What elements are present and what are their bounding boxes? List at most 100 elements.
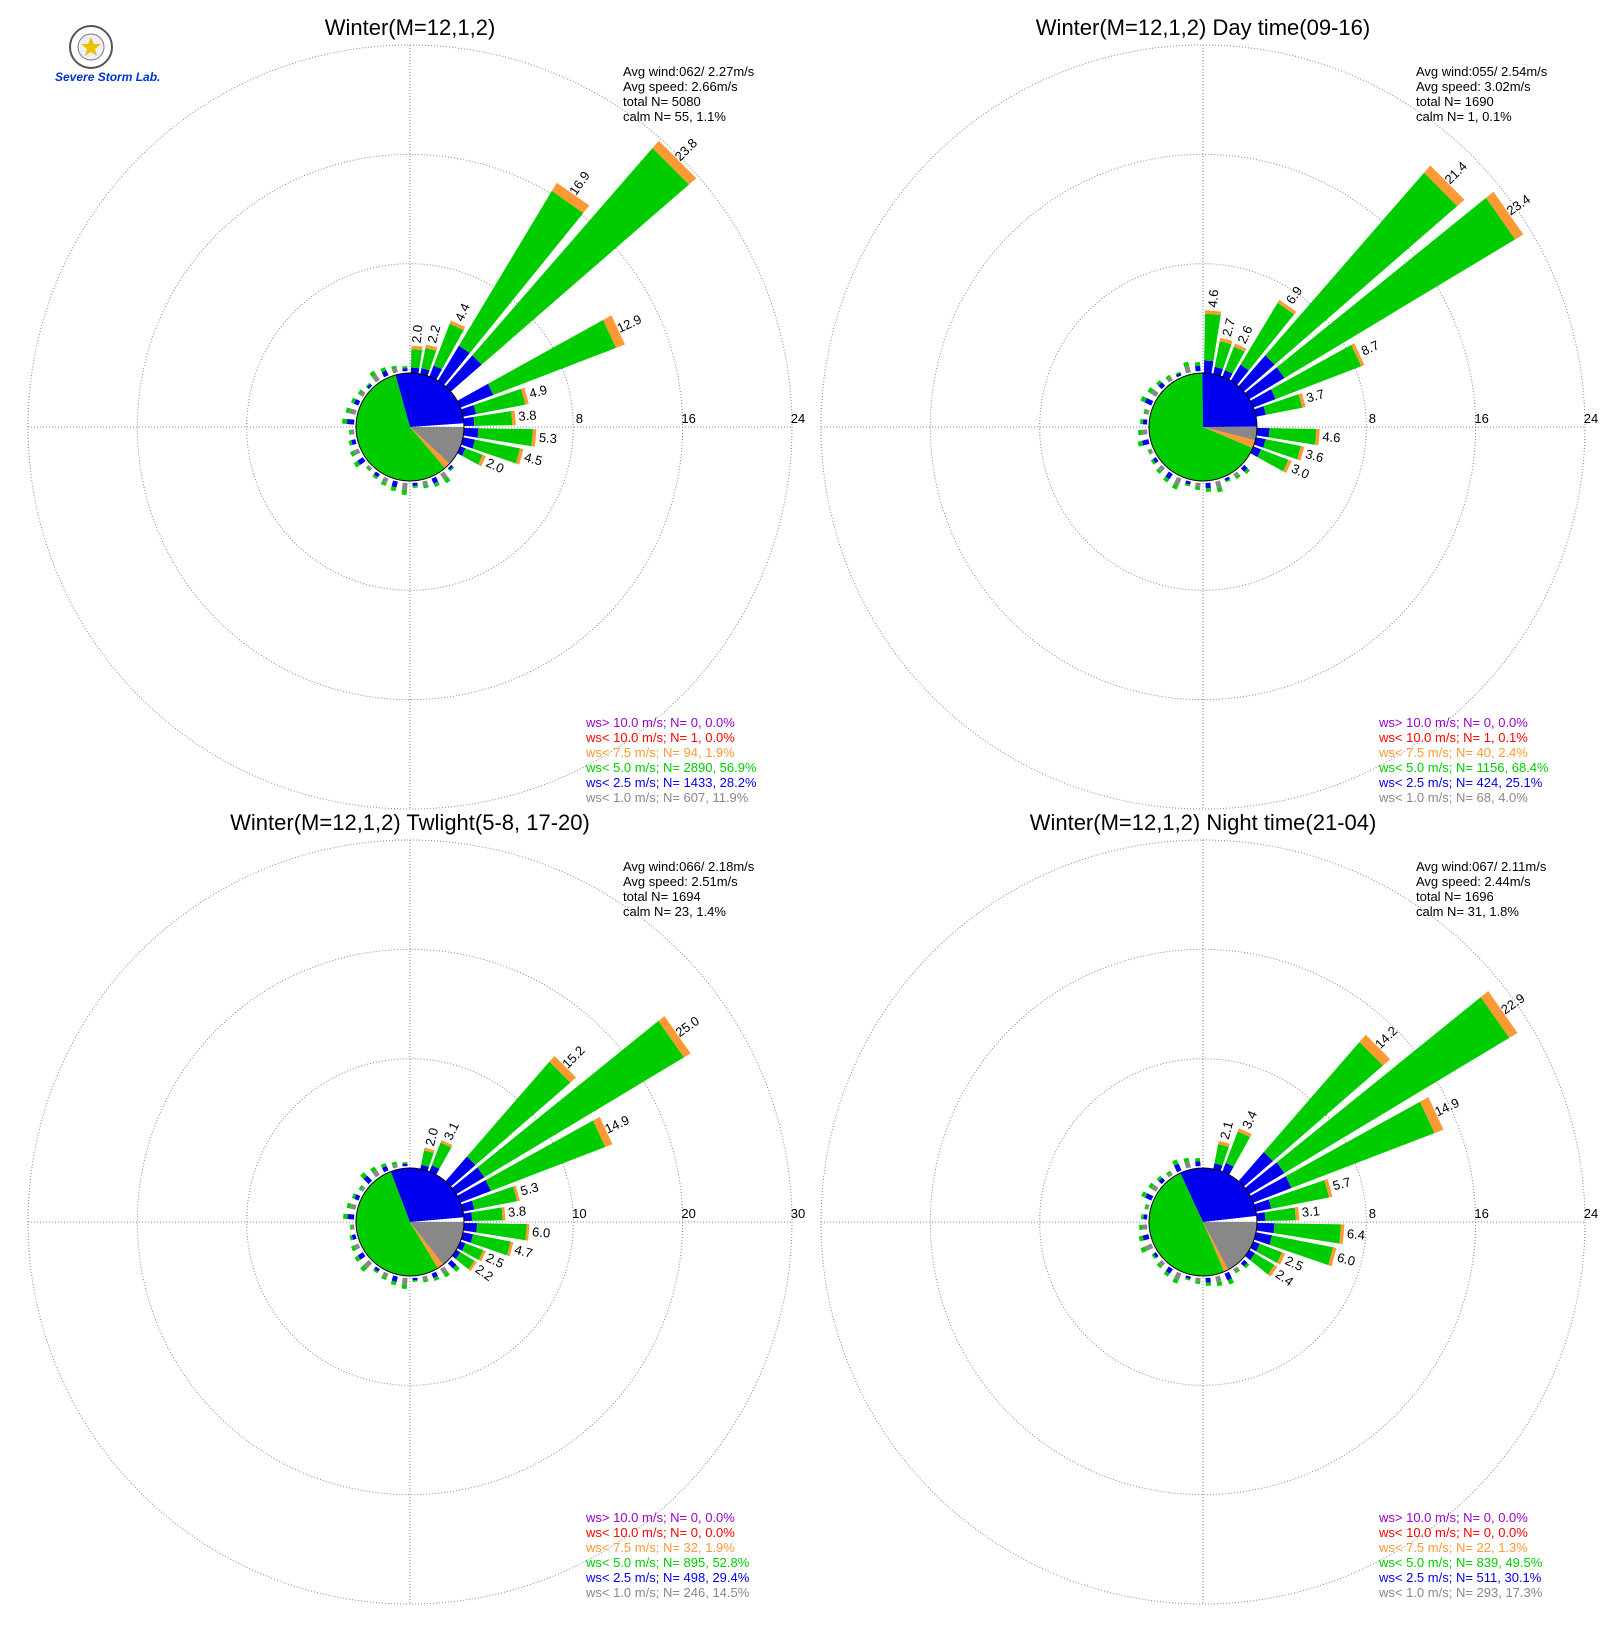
minor-sector-bar [1216,486,1223,493]
sector-bar [421,1150,434,1167]
ring-label: 24 [791,411,805,426]
sector-bar [463,1222,478,1233]
sector-bar [451,1167,485,1195]
sector-bar [1237,1128,1252,1138]
sector-bar [549,1055,577,1083]
minor-sector-bar [1158,382,1166,390]
minor-sector-bar [1148,1182,1155,1189]
sector-label: 5.7 [1331,1174,1352,1193]
minor-sector-bar [1138,1235,1144,1242]
sector-bar [1254,437,1266,448]
minor-sector-bar [1185,1275,1191,1280]
minor-sector-bar [423,484,429,489]
minor-sector-bar [402,482,408,491]
pie-slice [395,373,464,427]
stat-line: calm N= 55, 1.1% [623,109,726,124]
sector-bar [1256,1243,1283,1264]
minor-sector-bar [1156,1262,1163,1269]
sector-bar [445,355,482,392]
sector-label: 4.5 [523,449,544,468]
sector-bar [1250,1253,1275,1275]
legend-entry: ws> 10.0 m/s; N= 0, 0.0% [1378,715,1528,730]
sector-bar [1224,346,1245,374]
legend-entry: ws< 1.0 m/s; N= 293, 17.3% [1378,1585,1543,1600]
ring-label: 16 [1474,1206,1488,1221]
sector-bar [472,147,690,365]
pie-slice [1203,427,1257,441]
sector-bar [507,1241,514,1257]
minor-sector-bar [350,450,356,457]
minor-sector-bar [1171,483,1179,490]
minor-sector-bar [1147,387,1154,394]
pie-slice [1203,427,1256,449]
pie-slice [1203,1222,1229,1272]
minor-sector-bar [1227,1278,1235,1285]
minor-sector-bar [353,448,361,456]
windrose-panel-2: Winter(M=12,1,2) Day time(09-16) 8 16 24 4.6… [820,15,1598,810]
sector-bar [1233,343,1247,352]
pie-slice [410,427,450,469]
minor-sector-bar [1163,1270,1170,1277]
minor-sector-bar [381,1275,387,1281]
minor-sector-bar [391,1275,398,1282]
minor-sector-bar [360,1264,368,1272]
sector-bar [410,367,420,374]
sector-bar [658,1016,691,1058]
minor-sector-bar [1234,1268,1241,1274]
sector-bar [1256,427,1270,438]
sector-bar [1214,341,1232,369]
minor-sector-bar [365,466,371,472]
sector-label: 3.7 [1305,386,1326,405]
minor-sector-bar [353,1243,361,1250]
minor-sector-bar [431,476,439,484]
sector-bar [463,1212,473,1222]
sector-bar [466,1061,571,1166]
minor-sector-bar [1141,1191,1148,1198]
sector-bar [461,405,477,417]
sector-bar [1222,1162,1234,1175]
minor-sector-bar [346,1202,352,1209]
sector-label: 3.4 [1239,1108,1260,1131]
sector-bar [1218,1140,1230,1148]
sector-label: 2.5 [484,1250,507,1271]
panel-title: Winter(M=12,1,2) [325,15,496,40]
minor-sector-bar [1243,1262,1250,1269]
minor-sector-bar [381,370,389,378]
pie-slice [410,1222,464,1265]
sector-label: 14.9 [602,1112,631,1136]
sector-bar [477,428,533,447]
panel-title: Winter(M=12,1,2) Twlight(5-8, 17-20) [230,810,590,835]
legend-entry: ws< 2.5 m/s; N= 498, 29.4% [585,1570,750,1585]
minor-sector-bar [1149,448,1154,454]
sector-bar [1230,364,1249,386]
sector-bar [488,319,617,396]
minor-sector-bar [1152,457,1159,464]
sector-bar [461,437,476,449]
minor-sector-bar [1144,398,1154,406]
pie-outline [355,372,465,482]
minor-sector-bar [357,457,366,465]
minor-sector-bar [1151,1253,1157,1260]
minor-sector-bar [443,476,451,484]
minor-sector-bar [1167,1172,1173,1178]
minor-sector-bar [452,1264,460,1272]
sector-label: 14.9 [1432,1095,1461,1119]
grid-ring [820,44,1586,810]
grid-ring [27,839,793,1605]
sector-label: 3.1 [441,1120,462,1143]
sector-label: 2.2 [424,323,443,344]
sector-bar [1244,1162,1285,1195]
minor-sector-bar [1156,1175,1163,1182]
sector-label: 4.9 [527,382,548,401]
legend-entry: ws< 5.0 m/s; N= 1156, 68.4% [1378,760,1549,775]
ring-label: 30 [791,1206,805,1221]
legend-entry: ws< 2.5 m/s; N= 511, 30.1% [1378,1570,1542,1585]
sector-bar [472,1186,518,1210]
minor-sector-bar [359,390,366,397]
sector-bar [1203,360,1214,374]
sector-bar [462,448,483,465]
sector-bar [1268,1180,1330,1209]
minor-sector-bar [391,480,398,488]
sector-bar [1244,367,1285,400]
